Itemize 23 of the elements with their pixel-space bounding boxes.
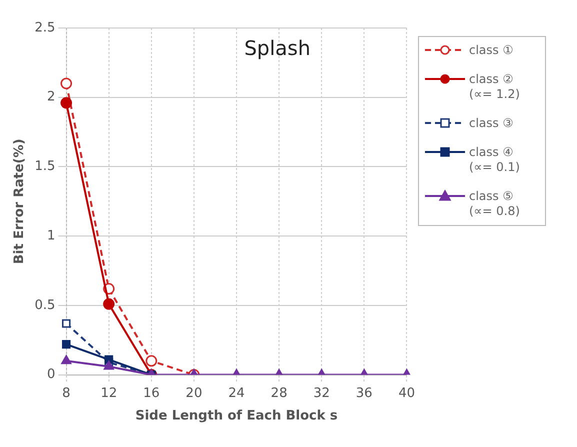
y-tick-label: 1: [46, 228, 56, 244]
x-axis-title: Side Length of Each Block s: [135, 408, 338, 424]
x-tick-label: 28: [270, 386, 288, 401]
x-tick-label: 16: [143, 386, 160, 401]
text: Splash: [244, 36, 311, 60]
y-tick-label: 0: [46, 367, 56, 382]
legend-label: class ② (∝= 1.2): [469, 72, 521, 102]
y-axis-title: Bit Error Rate(%): [12, 138, 28, 264]
x-tick-label: 20: [186, 386, 202, 401]
x-tick-label: 24: [228, 386, 245, 401]
y-tick-label: 0.5: [34, 298, 56, 313]
x-tick-label: 36: [356, 386, 372, 401]
x-tick-label: 40: [398, 386, 415, 401]
legend-label: class ⑤ (∝= 0.8): [469, 189, 521, 219]
legend-label: class ①: [469, 43, 514, 58]
y-tick-label: 1.5: [34, 159, 56, 174]
x-tick-label: 8: [62, 386, 70, 401]
legend-label: class ④ (∝= 0.1): [469, 145, 521, 175]
x-tick-label: 12: [100, 386, 118, 401]
y-tick-label: 2: [46, 90, 56, 105]
y-tick-label: 2.5: [34, 20, 56, 36]
legend-label: class ③: [469, 116, 514, 131]
x-tick-label: 32: [313, 386, 330, 401]
